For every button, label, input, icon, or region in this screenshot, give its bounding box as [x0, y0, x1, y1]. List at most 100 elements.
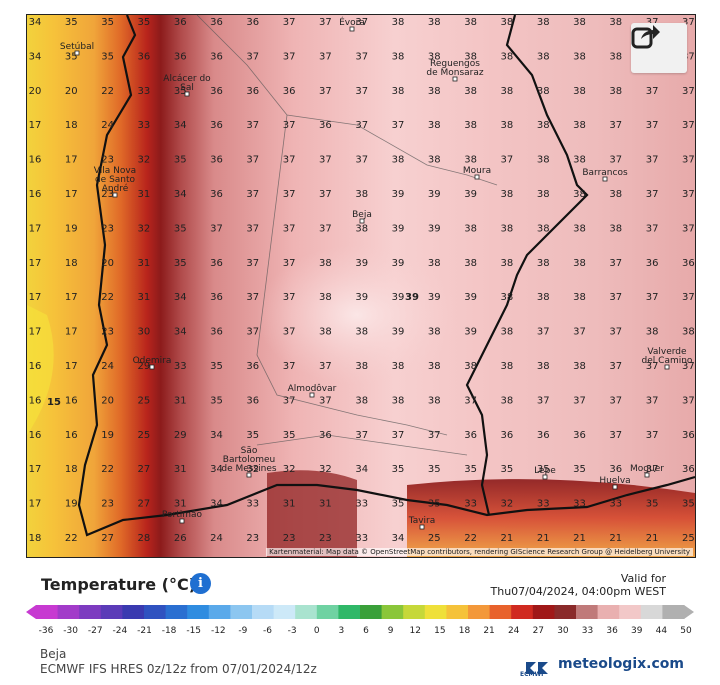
- grid-value: 34: [210, 430, 223, 441]
- town-label: de Messines: [221, 464, 277, 474]
- town-dot: [474, 174, 480, 180]
- share-button[interactable]: [631, 23, 687, 73]
- grid-value: 38: [464, 258, 477, 269]
- scale-arrow-left: [26, 605, 36, 619]
- scale-tick-label: 50: [680, 626, 692, 636]
- grid-value: 33: [138, 120, 151, 131]
- grid-value: 37: [283, 17, 296, 28]
- town-dot: [149, 364, 155, 370]
- town-marker[interactable]: Huelva: [599, 476, 631, 490]
- grid-value: 38: [428, 17, 441, 28]
- town-dot: [612, 484, 618, 490]
- color-scale: [26, 605, 694, 619]
- grid-value: 37: [246, 223, 259, 234]
- grid-value: 34: [174, 327, 187, 338]
- grid-value: 23: [246, 533, 259, 544]
- town-dot: [542, 474, 548, 480]
- town-marker[interactable]: Almodôvar: [288, 383, 337, 398]
- town-label: Setúbal: [60, 42, 94, 52]
- grid-value: 23: [101, 327, 114, 338]
- grid-value: 38: [392, 155, 405, 166]
- grid-value: 38: [537, 292, 550, 303]
- grid-value: 19: [65, 499, 78, 510]
- town-marker[interactable]: Lepe: [534, 466, 556, 480]
- scale-swatch: [230, 605, 253, 619]
- scale-swatch: [338, 605, 361, 619]
- grid-value: 37: [682, 292, 695, 303]
- grid-value: 38: [428, 395, 441, 406]
- grid-value: 38: [428, 361, 441, 372]
- grid-value: 37: [682, 223, 695, 234]
- grid-value: 31: [283, 499, 296, 510]
- grid-value: 35: [174, 86, 187, 97]
- grid-value: 33: [537, 499, 550, 510]
- town-marker[interactable]: Évora: [339, 16, 365, 32]
- town-marker[interactable]: Tavira: [408, 516, 436, 530]
- town-marker[interactable]: Moguer: [630, 464, 664, 478]
- grid-value: 37: [646, 361, 659, 372]
- grid-value: 38: [609, 17, 622, 28]
- town-label: Sal: [180, 83, 194, 93]
- grid-value: 39: [428, 292, 441, 303]
- grid-value: 17: [29, 327, 42, 338]
- grid-value: 37: [319, 361, 332, 372]
- grid-value: 36: [210, 189, 223, 200]
- grid-value: 38: [464, 361, 477, 372]
- scale-swatch: [511, 605, 534, 619]
- grid-value: 37: [646, 120, 659, 131]
- scale-tick-label: 21: [483, 626, 495, 636]
- grid-value: 23: [101, 223, 114, 234]
- grid-value: 37: [609, 120, 622, 131]
- grid-value: 36: [246, 17, 259, 28]
- grid-value: 20: [29, 86, 42, 97]
- town-marker[interactable]: Beja: [352, 210, 372, 224]
- scale-swatch: [576, 605, 599, 619]
- town-marker[interactable]: Moura: [463, 166, 491, 180]
- town-dot: [184, 91, 190, 97]
- scale-swatch: [662, 605, 685, 619]
- town-label: de Monsaraz: [426, 68, 484, 78]
- town-marker[interactable]: Portimão: [162, 510, 203, 524]
- grid-value: 33: [609, 499, 622, 510]
- grid-value: 23: [101, 499, 114, 510]
- grid-value: 36: [682, 258, 695, 269]
- grid-value: 25: [138, 430, 151, 441]
- grid-value: 35: [573, 464, 586, 475]
- grid-value: 38: [392, 51, 405, 62]
- grid-value: 37: [609, 395, 622, 406]
- grid-value: 37: [573, 327, 586, 338]
- grid-value: 24: [101, 361, 114, 372]
- town-marker[interactable]: Barrancos: [582, 168, 628, 182]
- grid-value: 35: [65, 51, 78, 62]
- grid-value: 37: [319, 223, 332, 234]
- grid-value: 16: [29, 361, 42, 372]
- town-marker[interactable]: Odemira: [133, 356, 172, 370]
- info-icon[interactable]: i: [190, 573, 211, 594]
- grid-value: 32: [138, 155, 151, 166]
- grid-value: 38: [609, 189, 622, 200]
- grid-value: 37: [283, 51, 296, 62]
- grid-value: 34: [355, 464, 368, 475]
- grid-value: 17: [29, 464, 42, 475]
- grid-value: 35: [464, 464, 477, 475]
- country-border: [465, 15, 589, 516]
- grid-value: 37: [609, 361, 622, 372]
- grid-value: 37: [246, 120, 259, 131]
- grid-value: 17: [65, 292, 78, 303]
- grid-value: 27: [101, 533, 114, 544]
- town-marker[interactable]: Setúbal: [60, 42, 94, 56]
- grid-value: 32: [501, 499, 514, 510]
- grid-value: 37: [246, 327, 259, 338]
- temperature-map[interactable]: 34 35 35 35 36 36 36 37 37 37 38 38 38 38 38 38 38 37 37 34…: [26, 14, 696, 558]
- grid-value: 36: [464, 430, 477, 441]
- scale-tick-label: 24: [507, 626, 520, 636]
- grid-value: 36: [646, 258, 659, 269]
- grid-value: 24: [210, 533, 223, 544]
- meteologix-brand[interactable]: meteologix.com: [558, 656, 684, 672]
- grid-value: 31: [138, 292, 151, 303]
